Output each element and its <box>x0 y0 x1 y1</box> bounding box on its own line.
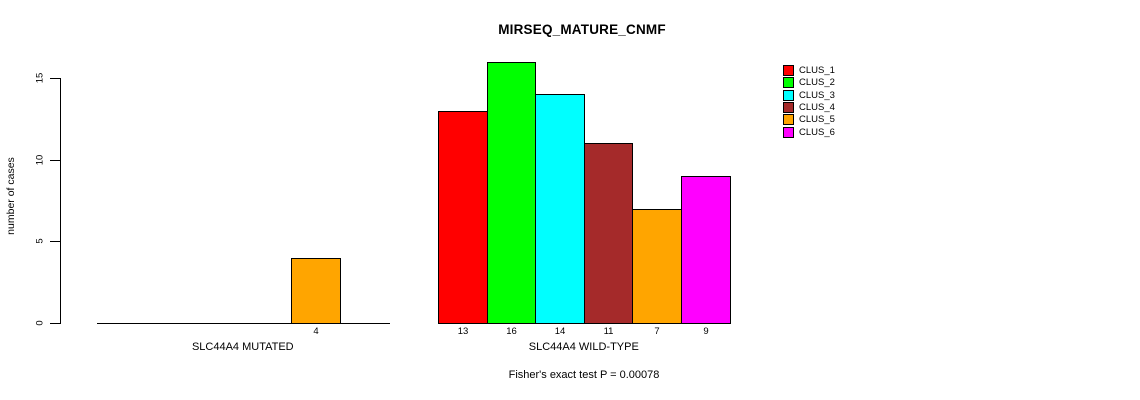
legend-swatch-clus_3 <box>783 89 794 101</box>
legend-swatch-clus_6 <box>783 126 794 138</box>
y-tick-label: 15 <box>34 72 46 84</box>
legend-label: CLUS_4 <box>799 101 835 113</box>
y-tick-label: 5 <box>34 238 46 244</box>
bar-clus_6 <box>681 176 731 324</box>
bar-clus_2 <box>487 62 536 324</box>
legend-swatch-clus_1 <box>783 64 794 76</box>
bar-clus_5 <box>291 258 341 324</box>
bar-value-label: 4 <box>313 326 319 337</box>
legend-label: CLUS_2 <box>799 76 835 88</box>
legend-label: CLUS_5 <box>799 113 835 125</box>
chart-title: MIRSEQ_MATURE_CNMF <box>498 22 666 37</box>
legend-item: CLUS_5 <box>783 113 835 125</box>
legend-swatch-clus_2 <box>783 76 794 88</box>
bar-value-label: 11 <box>603 326 614 337</box>
group-baseline <box>97 323 390 324</box>
bar-clus_5 <box>632 209 682 324</box>
legend-item: CLUS_1 <box>783 64 835 76</box>
bar-value-label: 9 <box>703 326 709 337</box>
legend-item: CLUS_2 <box>783 76 835 88</box>
bar-clus_4 <box>584 143 633 324</box>
footnote: Fisher's exact test P = 0.00078 <box>508 369 660 381</box>
y-tick-label: 0 <box>34 320 46 326</box>
y-tick <box>50 160 60 161</box>
y-tick <box>50 241 60 242</box>
y-tick-label: 10 <box>34 154 46 166</box>
legend-item: CLUS_6 <box>783 126 835 138</box>
bar-value-label: 14 <box>554 326 566 337</box>
bar-clus_3 <box>535 94 585 324</box>
y-tick <box>50 323 60 324</box>
legend-label: CLUS_6 <box>799 126 835 138</box>
legend-item: CLUS_3 <box>783 89 835 101</box>
legend-label: CLUS_3 <box>799 89 835 101</box>
legend-item: CLUS_4 <box>783 101 835 113</box>
legend-label: CLUS_1 <box>799 64 835 76</box>
legend-swatch-clus_4 <box>783 101 794 113</box>
y-axis-line <box>60 78 61 324</box>
bar-clus_1 <box>438 111 488 324</box>
bar-value-label: 7 <box>654 326 660 337</box>
legend-swatch-clus_5 <box>783 113 794 125</box>
group-label: SLC44A4 WILD-TYPE <box>528 341 639 353</box>
bar-value-label: 13 <box>457 326 469 337</box>
y-tick <box>50 78 60 79</box>
bar-value-label: 16 <box>506 326 517 337</box>
group-label: SLC44A4 MUTATED <box>191 341 294 353</box>
y-axis-label: number of cases <box>5 157 17 235</box>
